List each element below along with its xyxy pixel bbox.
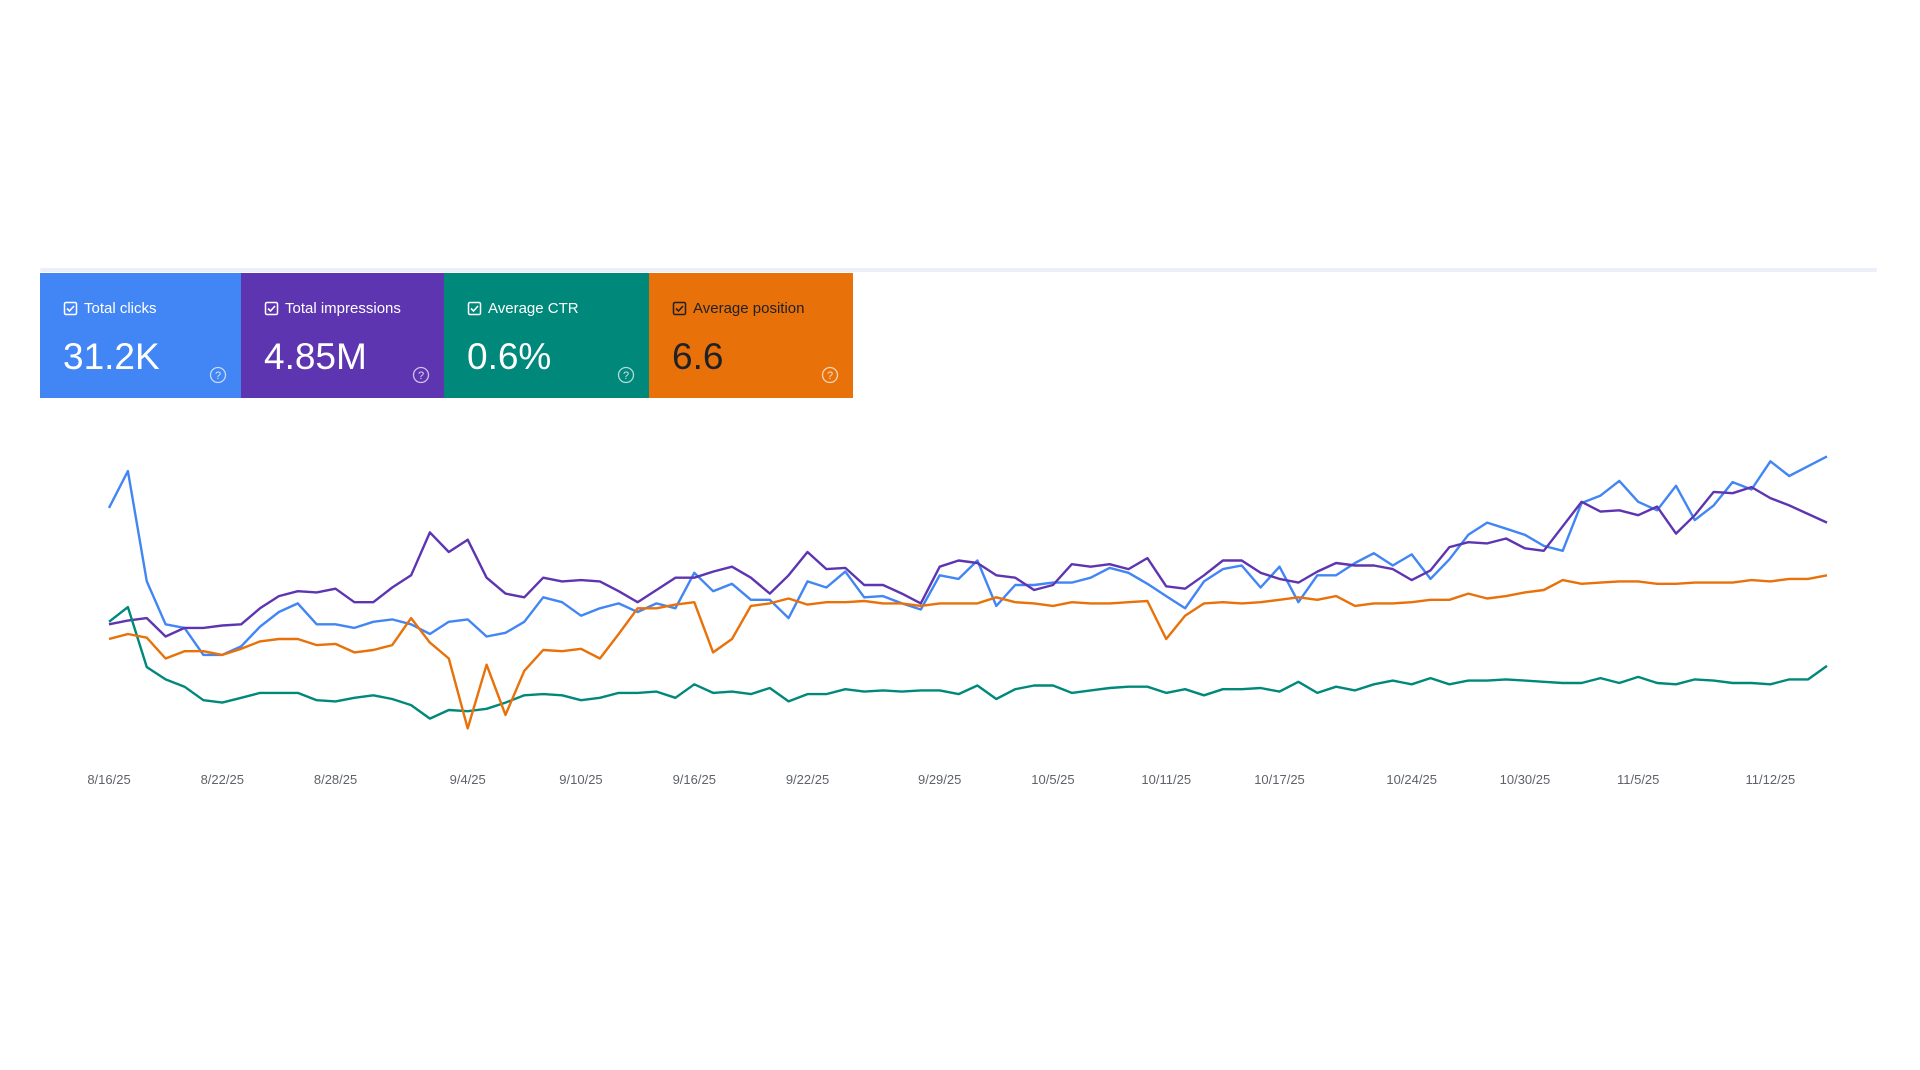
x-tick-label: 11/5/25 (1617, 772, 1659, 787)
x-tick-label: 11/12/25 (1746, 772, 1796, 787)
panel-border (40, 268, 1877, 272)
x-tick-label: 10/30/25 (1500, 772, 1551, 787)
help-icon[interactable]: ? (821, 366, 839, 384)
series-line (108, 485, 1828, 638)
series-line (108, 574, 1828, 730)
metric-label: Average position (693, 299, 805, 317)
series-line (107, 455, 1828, 657)
metric-value: 4.85M (264, 336, 367, 377)
x-tick-label: 9/4/25 (450, 772, 486, 787)
checkbox[interactable] (264, 301, 279, 316)
x-tick-label: 9/16/25 (673, 772, 716, 787)
metric-label: Total clicks (84, 299, 157, 317)
metric-value: 6.6 (672, 336, 724, 377)
metric-label: Total impressions (285, 299, 401, 317)
metric-label: Average CTR (488, 299, 579, 317)
x-tick-label: 8/22/25 (201, 772, 244, 787)
x-tick-label: 10/5/25 (1031, 772, 1074, 787)
svg-text:?: ? (418, 370, 424, 382)
x-tick-label: 8/28/25 (314, 772, 357, 787)
metric-card[interactable]: Average CTR 0.6%? (444, 273, 649, 398)
svg-text:?: ? (215, 370, 221, 382)
series-line (108, 605, 1828, 720)
x-tick-label: 9/10/25 (559, 772, 602, 787)
checkbox[interactable] (63, 301, 78, 316)
x-tick-label: 10/17/25 (1254, 772, 1305, 787)
checkbox[interactable] (467, 301, 482, 316)
x-tick-label: 9/22/25 (786, 772, 829, 787)
metric-value: 31.2K (63, 336, 160, 377)
metric-card[interactable]: Total impressions 4.85M? (241, 273, 444, 398)
metric-label-row: Average position (672, 299, 853, 317)
x-tick-label: 8/16/25 (87, 772, 130, 787)
help-icon[interactable]: ? (412, 366, 430, 384)
x-tick-label: 10/24/25 (1386, 772, 1437, 787)
svg-text:?: ? (623, 370, 629, 382)
x-tick-label: 9/29/25 (918, 772, 961, 787)
metric-card[interactable]: Average position 6.6? (649, 273, 853, 398)
help-icon[interactable]: ? (617, 366, 635, 384)
help-icon[interactable]: ? (209, 366, 227, 384)
x-tick-label: 10/11/25 (1141, 772, 1191, 787)
svg-text:?: ? (827, 370, 833, 382)
metric-label-row: Total clicks (63, 299, 241, 317)
metric-label-row: Total impressions (264, 299, 444, 317)
checkbox[interactable] (672, 301, 687, 316)
metric-label-row: Average CTR (467, 299, 649, 317)
metric-card[interactable]: Total clicks 31.2K? (40, 273, 241, 398)
metric-value: 0.6% (467, 336, 552, 377)
